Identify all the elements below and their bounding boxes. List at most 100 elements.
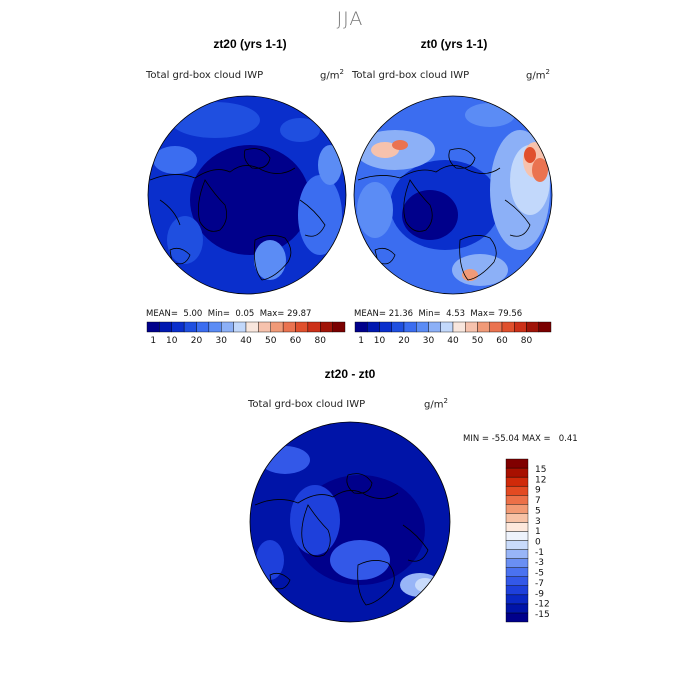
panel-diff-variable: Total grd-box cloud IWP [248, 399, 366, 410]
colorbar-zt0-swatch [367, 321, 380, 333]
colorbar-zt20-swatch [146, 321, 160, 333]
colorbar-diff-swatch [505, 567, 529, 577]
map-zt0 [353, 95, 553, 295]
colorbar-diff-tick-label: -1 [535, 548, 544, 558]
colorbar-zt20-tick-label: 50 [265, 336, 277, 346]
colorbar-diff-tick-label: 3 [535, 517, 541, 527]
map-zt0-coastlines [357, 148, 531, 281]
panel-diff-units: g/m2 [424, 397, 448, 411]
panel-zt0-title: zt0 (yrs 1-1) [420, 37, 488, 51]
colorbar-diff-swatch [505, 495, 529, 505]
colorbar-zt20-swatch [221, 321, 234, 333]
colorbar-zt0-swatch [452, 321, 466, 333]
colorbar-diff-swatch [505, 485, 529, 496]
colorbar-diff-tick-label: -7 [535, 579, 544, 589]
colorbar-diff-swatch [505, 549, 529, 559]
map-diff [249, 421, 451, 623]
colorbar-zt0-tick-label: 10 [374, 336, 386, 346]
colorbar-zt20-swatch [171, 321, 185, 333]
colorbar-zt20-tick-label: 80 [315, 336, 327, 346]
map-zt20-coastlines [149, 148, 326, 281]
colorbar-zt0-tick-label: 1 [358, 336, 364, 346]
colorbar-diff-swatch [505, 612, 529, 623]
panel-zt0-units: g/m2 [526, 68, 550, 82]
colorbar-zt20-swatch [320, 321, 333, 333]
colorbar-diff-tick-label: 0 [535, 538, 541, 548]
colorbar-diff-swatch [505, 558, 529, 568]
colorbar-diff-swatch [505, 576, 529, 586]
colorbar-diff-tick-label: 15 [535, 465, 546, 475]
colorbar-zt0-swatch [354, 321, 368, 333]
colorbar-diff-tick-label: 1 [535, 527, 541, 537]
colorbar-zt0-swatch [440, 321, 454, 333]
colorbar-diff-swatch [505, 585, 529, 596]
colorbar-zt20-swatch [159, 321, 172, 333]
map-diff-coastlines [254, 473, 429, 606]
panel-zt20-variable: Total grd-box cloud IWP [146, 70, 264, 81]
colorbar-diff-swatch [505, 504, 529, 514]
colorbar-diff-swatch [505, 540, 529, 550]
colorbar-zt20-tick-label: 1 [150, 336, 156, 346]
colorbar-zt0-tick-label: 40 [447, 336, 459, 346]
colorbar-diff-swatch [505, 458, 529, 469]
colorbar-zt20-swatch [245, 321, 259, 333]
colorbar-zt0-swatch [514, 321, 527, 333]
colorbar-zt20: 1 10 20 30 40 50 60 80 [146, 321, 346, 346]
colorbar-zt20-swatch [270, 321, 284, 333]
colorbar-zt0-tick-label: 80 [521, 336, 533, 346]
colorbar-zt20-swatch [332, 321, 346, 333]
colorbar-diff-tick-label: 12 [535, 475, 546, 485]
colorbar-zt0: 1 10 20 30 40 50 60 80 [354, 321, 552, 346]
colorbar-diff-tick-label: 9 [535, 486, 541, 496]
colorbar-zt0-tick-label: 20 [398, 336, 410, 346]
map-zt20-core-field [190, 145, 310, 255]
colorbar-zt20-tick-label: 40 [240, 336, 252, 346]
colorbar-zt0-swatch [538, 321, 552, 333]
colorbar-zt0-swatch [489, 321, 503, 333]
colorbar-zt0-swatch [391, 321, 405, 333]
colorbar-diff-swatch [505, 476, 529, 487]
panel-diff-title: zt20 - zt0 [324, 367, 376, 381]
colorbar-diff-swatch [505, 522, 529, 532]
colorbar-zt20-tick-label: 30 [216, 336, 228, 346]
map-zt20 [147, 95, 347, 295]
colorbar-zt0-swatch [379, 321, 392, 333]
colorbar-zt0-swatch [465, 321, 478, 333]
colorbar-zt0-tick-label: 50 [472, 336, 484, 346]
panel-zt20-stats: MEAN= 5.00 Min= 0.05 Max= 29.87 [146, 309, 312, 319]
panel-zt20-units: g/m2 [320, 68, 344, 82]
colorbar-zt0-swatch [477, 321, 490, 333]
colorbar-zt0-swatch [416, 321, 429, 333]
colorbar-zt0-swatch [526, 321, 539, 333]
colorbar-zt20-swatch [208, 321, 222, 333]
colorbar-zt0-tick-label: 60 [496, 336, 508, 346]
colorbar-diff-tick-label: 7 [535, 496, 541, 506]
colorbar-zt20-tick-label: 10 [166, 336, 178, 346]
colorbar-diff-tick-label: -3 [535, 558, 544, 568]
colorbar-zt20-tick-label: 60 [290, 336, 302, 346]
colorbar-zt20-swatch [183, 321, 197, 333]
colorbar-zt0-swatch [403, 321, 417, 333]
figure-season-title: JJA [336, 8, 364, 30]
panel-zt0-variable: Total grd-box cloud IWP [352, 70, 470, 81]
colorbar-zt20-swatch [196, 321, 210, 333]
colorbar-zt20-swatch [282, 321, 296, 333]
colorbar-diff-tick-label: -5 [535, 569, 544, 579]
panel-diff-stats: MIN = -55.04 MAX = 0.41 [463, 434, 578, 444]
colorbar-diff-swatch [505, 603, 529, 614]
colorbar-diff-tick-label: -12 [535, 600, 550, 610]
colorbar-zt0-swatch [428, 321, 441, 333]
colorbar-diff-swatch [505, 594, 529, 605]
colorbar-diff-swatch [505, 531, 529, 541]
colorbar-diff-tick-label: -15 [535, 610, 550, 620]
colorbar-zt20-swatch [295, 321, 309, 333]
colorbar-zt20-swatch [307, 321, 321, 333]
colorbar-diff-swatch [505, 513, 529, 523]
colorbar-zt20-tick-label: 20 [191, 336, 203, 346]
colorbar-diff-swatch [505, 467, 529, 478]
colorbar-diff-tick-label: 5 [535, 506, 541, 516]
panel-zt0-stats: MEAN= 21.36 Min= 4.53 Max= 79.56 [354, 309, 523, 319]
colorbar-zt0-swatch [501, 321, 515, 333]
